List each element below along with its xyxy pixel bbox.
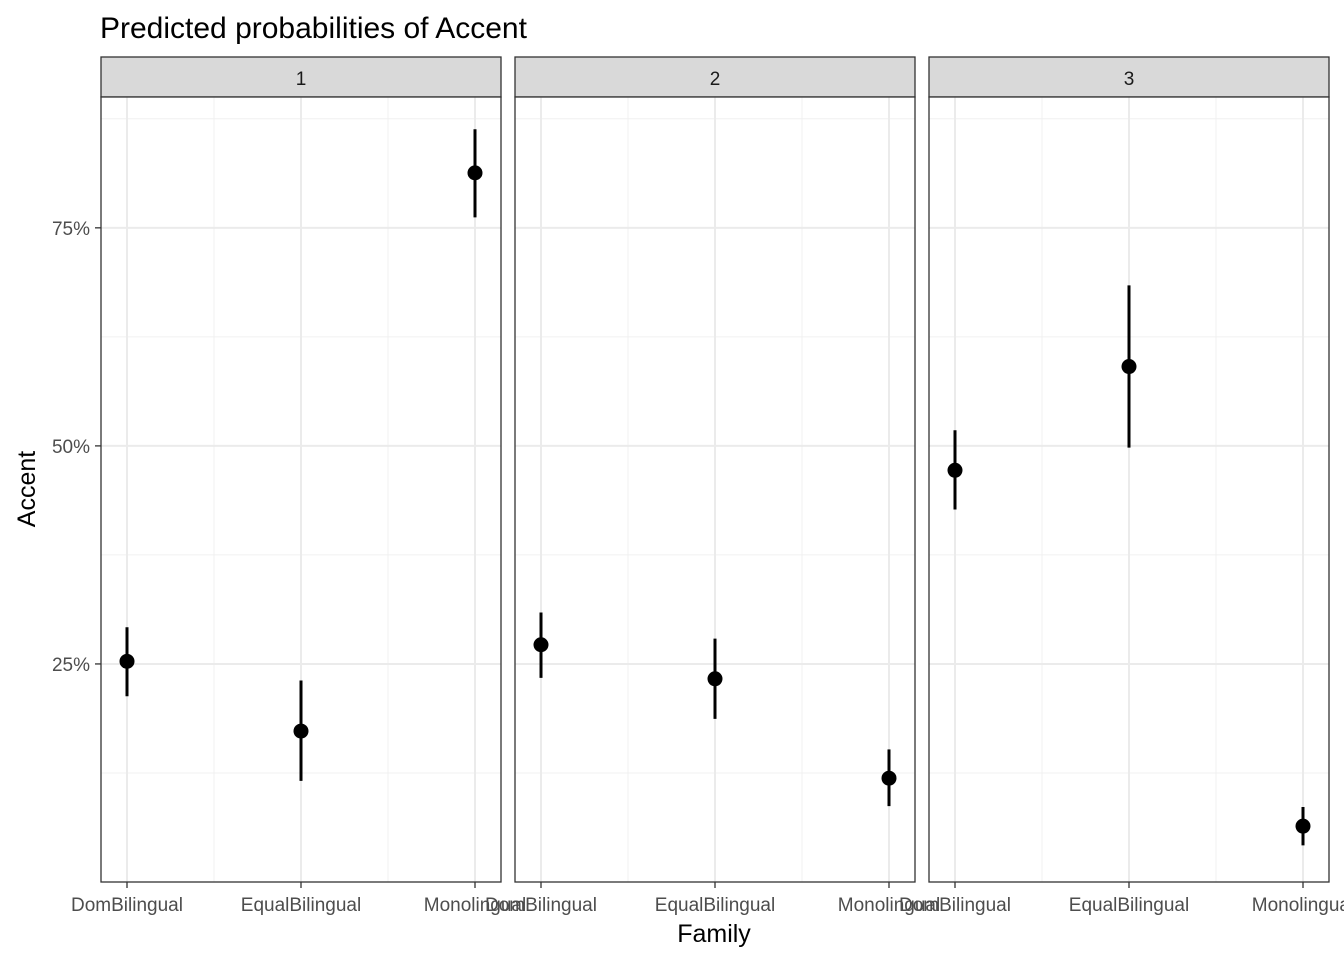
y-axis-title: Accent: [13, 451, 41, 527]
y-tick-label: 25%: [52, 655, 90, 676]
x-tick-label: EqualBilingual: [1069, 895, 1189, 916]
data-point: [119, 653, 135, 669]
data-point: [467, 165, 483, 181]
x-tick-label: Monolingual: [424, 895, 526, 916]
x-tick-label: DomBilingual: [71, 895, 183, 916]
y-tick-label: 75%: [52, 219, 90, 240]
data-point: [293, 723, 309, 739]
facet-panel-2: 2 DomBilingual EqualBilingual Monolingual: [485, 56, 940, 916]
y-tick-label: 50%: [52, 437, 90, 458]
facet-strip: [100, 56, 502, 98]
facet-panel-1: 1 DomBilingual EqualBilingual Monolingual: [71, 56, 526, 916]
y-axis: 25% 50% 75%: [52, 219, 101, 676]
facet-strip: [514, 56, 916, 98]
x-tick-label: DomBilingual: [485, 895, 597, 916]
data-point: [533, 637, 549, 653]
data-point: [707, 671, 723, 687]
facet-strip: [928, 56, 1330, 98]
data-point: [1121, 359, 1137, 375]
data-point: [947, 462, 963, 478]
facets: 1 DomBilingual EqualBilingual Monolingual 2 D…: [71, 56, 1344, 916]
x-tick-label: Monolingual: [838, 895, 940, 916]
facet-strip-label: 3: [1124, 69, 1135, 90]
data-point: [1295, 818, 1311, 834]
x-axis-title: Family: [677, 920, 751, 948]
x-tick-label: DomBilingual: [899, 895, 1011, 916]
x-tick-label: EqualBilingual: [241, 895, 361, 916]
facet-panel-3: 3 DomBilingual EqualBilingual Monolingual: [899, 56, 1344, 916]
x-tick-label: Monolingual: [1252, 895, 1344, 916]
chart-title: Predicted probabilities of Accent: [100, 12, 528, 45]
facet-strip-label: 2: [710, 69, 721, 90]
data-point: [881, 770, 897, 786]
facet-strip-label: 1: [296, 69, 307, 90]
x-tick-label: EqualBilingual: [655, 895, 775, 916]
